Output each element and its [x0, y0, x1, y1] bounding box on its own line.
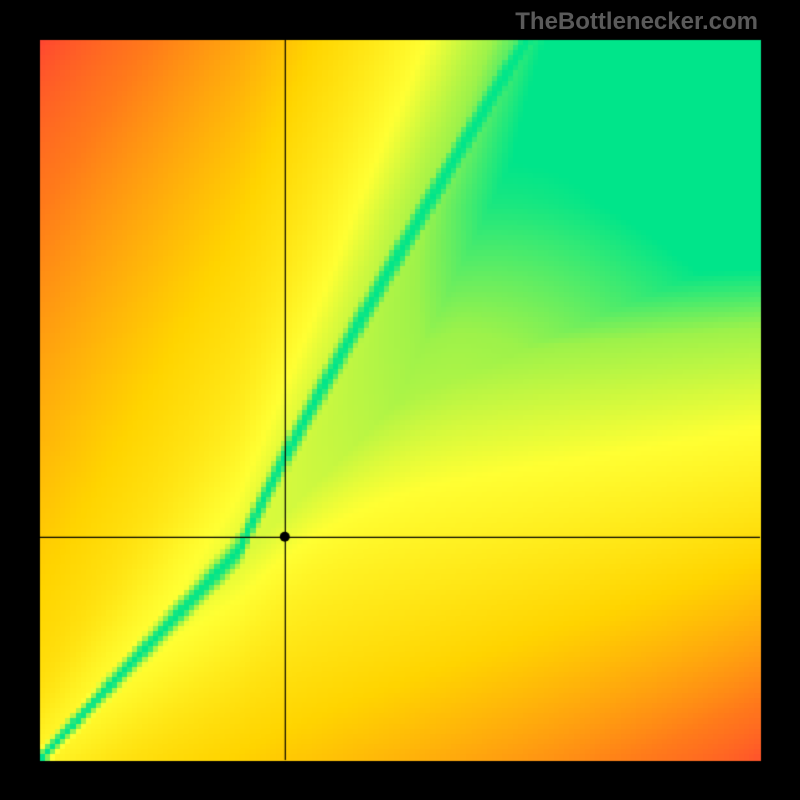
bottleneck-heatmap — [0, 0, 800, 800]
watermark-text: TheBottlenecker.com — [515, 8, 758, 36]
